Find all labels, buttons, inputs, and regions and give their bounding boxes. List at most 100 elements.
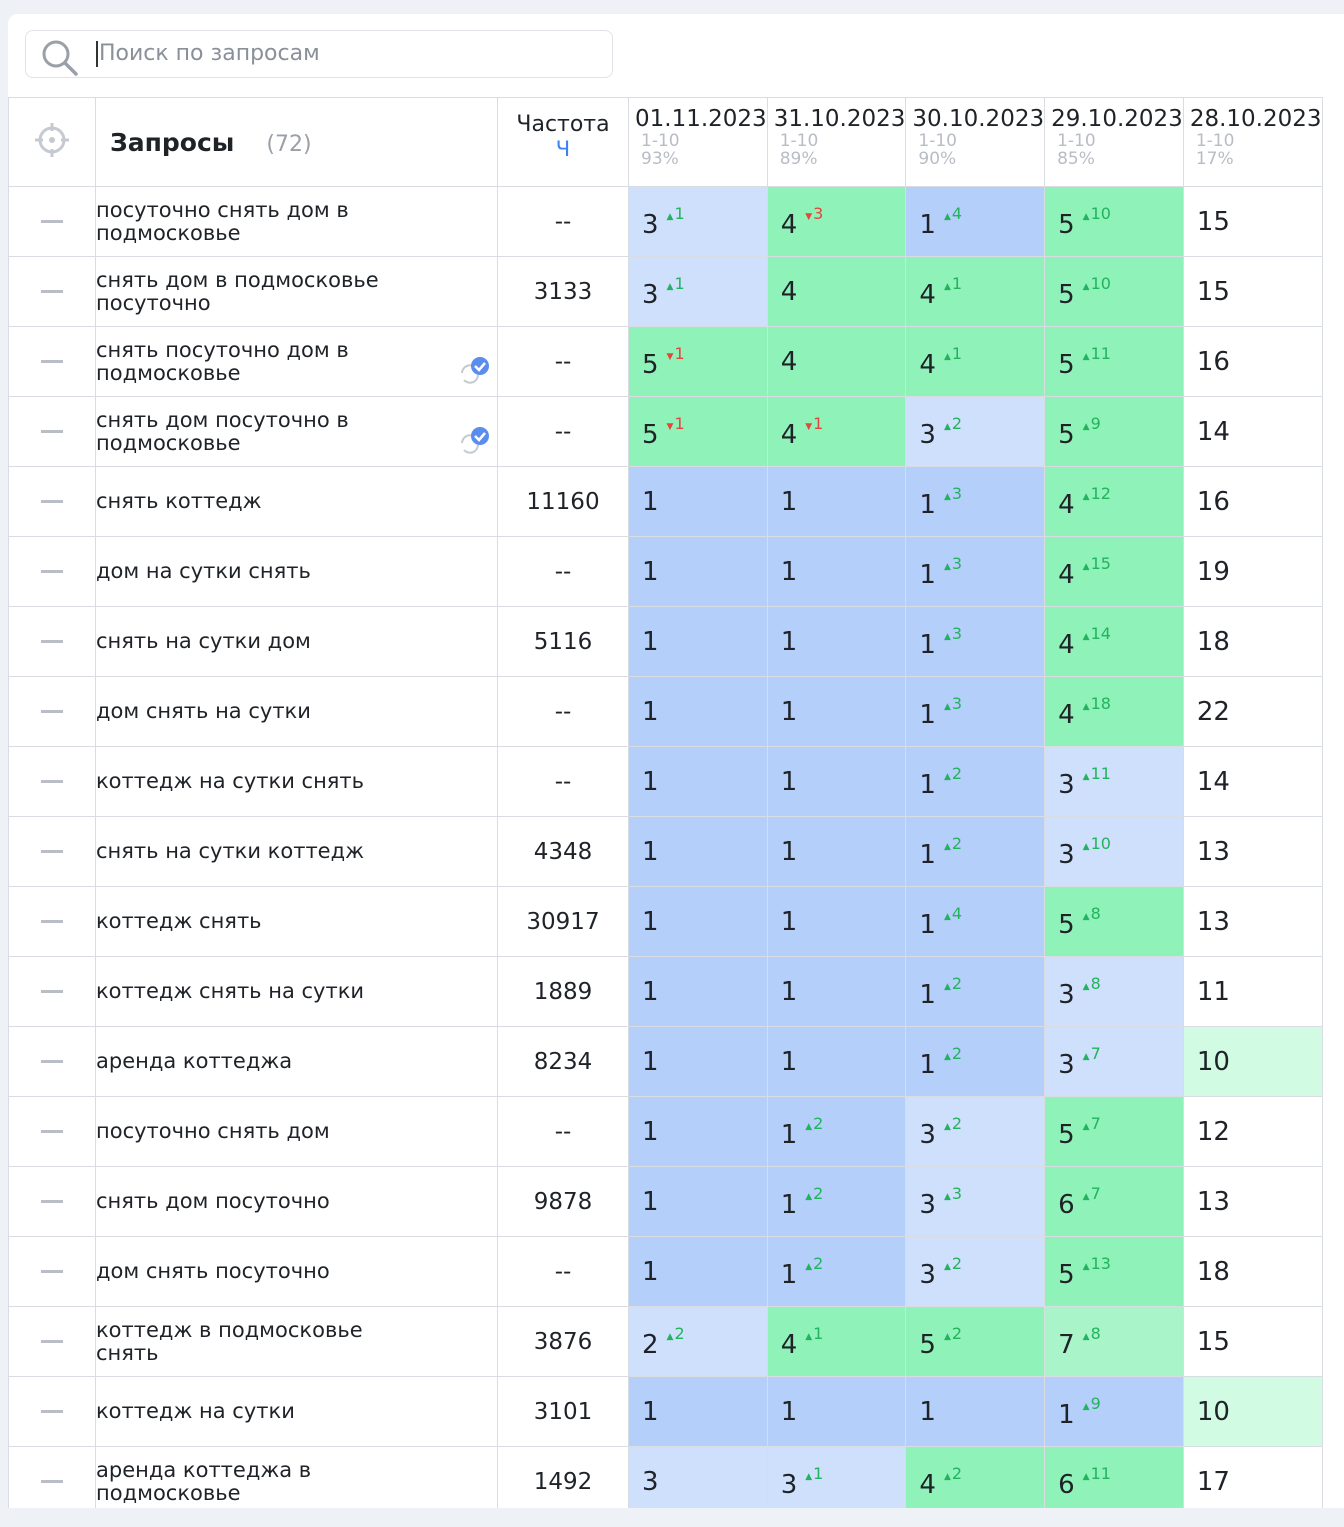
minus-icon[interactable] <box>41 640 63 643</box>
minus-icon[interactable] <box>41 990 63 993</box>
position-cell: 4 ▲1 <box>905 326 1046 397</box>
position-cell: 18 <box>1182 606 1323 677</box>
position: 4 <box>1058 559 1075 590</box>
date-header[interactable]: 31.10.2023 1-10 89% <box>766 97 907 187</box>
position-change: ▲2 <box>944 1254 962 1273</box>
queries-title: Запросы <box>110 127 235 157</box>
position: 1 <box>642 626 659 657</box>
change-arrow: ▲ <box>943 771 951 782</box>
position: 1 <box>919 699 936 730</box>
query-text: снять коттедж <box>96 489 262 513</box>
sync-check-icon[interactable] <box>458 355 494 387</box>
query-text: коттедж на сутки снять <box>96 769 365 793</box>
date-percent: 89% <box>779 149 818 169</box>
change-value: 1 <box>813 413 824 433</box>
change-arrow: ▼ <box>805 421 813 432</box>
position-cell: 5 ▲10 <box>1044 256 1184 327</box>
query-row: коттедж снять 30917 1 1 1 ▲4 5 ▲8 13 <box>8 886 1323 957</box>
position: 1 <box>642 696 659 727</box>
position: 3 <box>642 1466 659 1497</box>
minus-icon[interactable] <box>41 570 63 573</box>
position-cell: 3 ▲2 <box>905 1236 1046 1307</box>
change-arrow: ▲ <box>805 1471 813 1482</box>
frequency: 5116 <box>497 606 629 677</box>
position: 1 <box>642 556 659 587</box>
position-change: ▲3 <box>944 554 962 573</box>
date-percent: 90% <box>918 149 957 169</box>
position-change: ▲4 <box>944 204 962 223</box>
date-header[interactable]: 29.10.2023 1-10 85% <box>1044 97 1184 187</box>
sync-check-icon[interactable] <box>458 425 494 457</box>
date: 31.10.2023 <box>773 106 906 132</box>
position: 13 <box>1196 1186 1230 1217</box>
position-cell: 1 ▲2 <box>766 1236 907 1307</box>
target-icon[interactable] <box>34 122 70 158</box>
query-row: посуточно снять дом -- 1 1 ▲2 3 ▲2 5 ▲7 12 <box>8 1096 1323 1167</box>
position-cell: 1 <box>766 886 907 957</box>
date-header[interactable]: 30.10.2023 1-10 90% <box>905 97 1046 187</box>
query-cell: снять посуточно дом в подмосковье <box>95 326 498 397</box>
minus-icon[interactable] <box>41 780 63 783</box>
frequency-type[interactable]: Ч <box>555 137 571 161</box>
date-header[interactable]: 01.11.2023 1-10 93% <box>628 97 768 187</box>
position-cell: 1 <box>628 816 768 887</box>
row-toggle-cell <box>8 1096 96 1167</box>
position: 4 <box>919 1469 936 1500</box>
minus-icon[interactable] <box>41 1060 63 1063</box>
date-header[interactable]: 28.10.2023 1-10 17% <box>1182 97 1323 187</box>
query-text: посуточно снять дом <box>96 1119 330 1143</box>
change-arrow: ▲ <box>1082 771 1090 782</box>
change-arrow: ▲ <box>1082 1471 1090 1482</box>
queries-header[interactable]: Запросы (72) <box>95 97 498 187</box>
position-cell: 4 <box>766 256 907 327</box>
date: 01.11.2023 <box>635 106 767 132</box>
change-value: 8 <box>1090 1323 1101 1343</box>
change-value: 3 <box>951 553 963 573</box>
minus-icon[interactable] <box>41 500 63 503</box>
search-box[interactable]: Поиск по запросам <box>25 30 613 78</box>
frequency: -- <box>497 186 629 257</box>
minus-icon[interactable] <box>41 1200 63 1203</box>
frequency: 8234 <box>497 1026 629 1097</box>
row-toggle-cell <box>8 606 96 677</box>
change-value: 2 <box>674 1323 685 1343</box>
minus-icon[interactable] <box>41 430 63 433</box>
change-arrow: ▲ <box>943 1331 951 1342</box>
minus-icon[interactable] <box>41 1270 63 1273</box>
change-arrow: ▲ <box>666 211 674 222</box>
change-value: 7 <box>1090 1043 1101 1063</box>
position: 1 <box>780 906 798 937</box>
position-cell: 16 <box>1182 326 1323 397</box>
position-cell: 12 <box>1182 1096 1323 1167</box>
change-value: 1 <box>674 343 685 363</box>
change-value: 1 <box>951 343 963 363</box>
minus-icon[interactable] <box>41 920 63 923</box>
position-change: ▲3 <box>944 694 962 713</box>
position-change: ▲2 <box>944 1044 962 1063</box>
query-row: снять дом в подмосковье посуточно 3133 3 ▲1… <box>8 256 1323 327</box>
position-change: ▲9 <box>1083 414 1101 433</box>
minus-icon[interactable] <box>41 1480 63 1483</box>
frequency-header[interactable]: Частота Ч <box>497 97 629 187</box>
position-cell: 4 ▲12 <box>1044 466 1184 537</box>
query-cell: снять дом посуточно <box>95 1166 498 1237</box>
minus-icon[interactable] <box>41 1340 63 1343</box>
position-change: ▲8 <box>1083 1324 1101 1343</box>
position-cell: 11 <box>1182 956 1323 1027</box>
minus-icon[interactable] <box>41 290 63 293</box>
position: 1 <box>642 836 659 867</box>
minus-icon[interactable] <box>41 710 63 713</box>
minus-icon[interactable] <box>41 1130 63 1133</box>
change-value: 2 <box>813 1113 824 1133</box>
minus-icon[interactable] <box>41 1410 63 1413</box>
change-value: 10 <box>1090 203 1111 223</box>
position: 1 <box>919 209 936 240</box>
change-arrow: ▲ <box>1082 1401 1090 1412</box>
minus-icon[interactable] <box>41 850 63 853</box>
change-arrow: ▲ <box>1082 211 1090 222</box>
position: 19 <box>1196 556 1230 587</box>
position-cell: 4 ▼1 <box>766 396 907 467</box>
minus-icon[interactable] <box>41 220 63 223</box>
minus-icon[interactable] <box>41 360 63 363</box>
query-cell: снять дом посуточно в подмосковье <box>95 396 498 467</box>
